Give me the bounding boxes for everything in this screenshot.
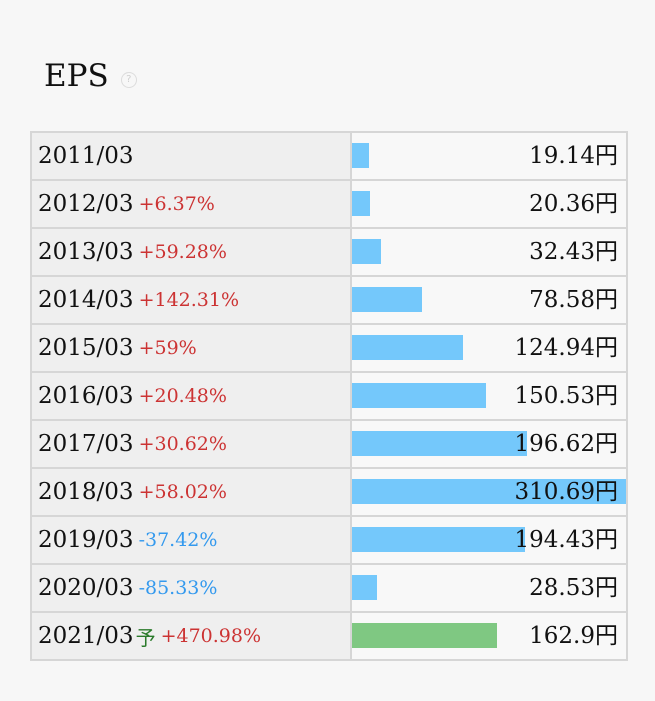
bar-cell: 28.53円 xyxy=(352,565,626,611)
eps-bar xyxy=(352,575,377,600)
value-label: 32.43円 xyxy=(529,239,618,265)
title-text: EPS xyxy=(44,58,109,94)
eps-bar xyxy=(352,191,370,216)
table-row: 2018/03 +58.02% 310.69円 xyxy=(32,469,626,515)
forecast-bar xyxy=(352,623,497,648)
change-label: -85.33% xyxy=(138,577,218,599)
row-label: 2015/03 +59% xyxy=(32,325,350,371)
bar-cell: 124.94円 xyxy=(352,325,626,371)
value-label: 78.58円 xyxy=(529,287,618,313)
eps-bar xyxy=(352,287,422,312)
eps-bar xyxy=(352,335,463,360)
table-row: 2019/03 -37.42% 194.43円 xyxy=(32,517,626,563)
row-label: 2012/03 +6.37% xyxy=(32,181,350,227)
row-label: 2013/03 +59.28% xyxy=(32,229,350,275)
row-label: 2021/03 予 +470.98% xyxy=(32,613,350,659)
bar-cell: 32.43円 xyxy=(352,229,626,275)
year-label: 2018/03 xyxy=(38,479,134,505)
change-label: +142.31% xyxy=(138,289,240,311)
year-label: 2016/03 xyxy=(38,383,134,409)
row-label: 2014/03 +142.31% xyxy=(32,277,350,323)
page-title: EPS ? xyxy=(44,56,137,96)
eps-bar xyxy=(352,431,527,456)
value-label: 124.94円 xyxy=(514,335,618,361)
value-label: 19.14円 xyxy=(529,143,618,169)
row-label: 2019/03 -37.42% xyxy=(32,517,350,563)
row-label: 2020/03 -85.33% xyxy=(32,565,350,611)
bar-cell: 196.62円 xyxy=(352,421,626,467)
year-label: 2019/03 xyxy=(38,527,134,553)
bar-cell: 19.14円 xyxy=(352,133,626,179)
year-label: 2015/03 xyxy=(38,335,134,361)
value-label: 310.69円 xyxy=(514,479,618,505)
eps-bar xyxy=(352,239,381,264)
change-label: -37.42% xyxy=(138,529,218,551)
bar-cell: 162.9円 xyxy=(352,613,626,659)
eps-bar xyxy=(352,479,626,504)
year-label: 2020/03 xyxy=(38,575,134,601)
change-label: +58.02% xyxy=(138,481,227,503)
year-label: 2017/03 xyxy=(38,431,134,457)
value-label: 28.53円 xyxy=(529,575,618,601)
value-label: 194.43円 xyxy=(514,527,618,553)
forecast-mark: 予 xyxy=(135,625,156,650)
value-label: 20.36円 xyxy=(529,191,618,217)
table-row: 2021/03 予 +470.98% 162.9円 xyxy=(32,613,626,659)
year-label: 2021/03 xyxy=(38,623,134,649)
bar-cell: 194.43円 xyxy=(352,517,626,563)
row-label: 2016/03 +20.48% xyxy=(32,373,350,419)
year-label: 2013/03 xyxy=(38,239,134,265)
value-label: 162.9円 xyxy=(529,623,618,649)
change-label: +59% xyxy=(138,337,197,359)
row-label: 2018/03 +58.02% xyxy=(32,469,350,515)
bar-cell: 20.36円 xyxy=(352,181,626,227)
table-row: 2013/03 +59.28% 32.43円 xyxy=(32,229,626,275)
help-icon[interactable]: ? xyxy=(120,72,137,88)
table-row: 2014/03 +142.31% 78.58円 xyxy=(32,277,626,323)
change-label: +59.28% xyxy=(138,241,227,263)
change-label: +20.48% xyxy=(138,385,227,407)
table-row: 2017/03 +30.62% 196.62円 xyxy=(32,421,626,467)
value-label: 150.53円 xyxy=(514,383,618,409)
eps-bar xyxy=(352,527,525,552)
table-row: 2011/03 19.14円 xyxy=(32,133,626,179)
year-label: 2014/03 xyxy=(38,287,134,313)
table-row: 2016/03 +20.48% 150.53円 xyxy=(32,373,626,419)
table-row: 2020/03 -85.33% 28.53円 xyxy=(32,565,626,611)
change-label: +6.37% xyxy=(138,193,215,215)
bar-cell: 150.53円 xyxy=(352,373,626,419)
bar-cell: 78.58円 xyxy=(352,277,626,323)
row-label: 2011/03 xyxy=(32,133,350,179)
eps-table: 2011/03 19.14円 2012/03 +6.37% 20.36円 2013/03 +… xyxy=(30,131,628,661)
eps-bar xyxy=(352,383,486,408)
change-label: +470.98% xyxy=(160,625,262,647)
year-label: 2012/03 xyxy=(38,191,134,217)
table-row: 2015/03 +59% 124.94円 xyxy=(32,325,626,371)
change-label: +30.62% xyxy=(138,433,227,455)
eps-bar xyxy=(352,143,369,168)
bar-cell: 310.69円 xyxy=(352,469,626,515)
row-label: 2017/03 +30.62% xyxy=(32,421,350,467)
year-label: 2011/03 xyxy=(38,143,134,169)
table-row: 2012/03 +6.37% 20.36円 xyxy=(32,181,626,227)
value-label: 196.62円 xyxy=(514,431,618,457)
